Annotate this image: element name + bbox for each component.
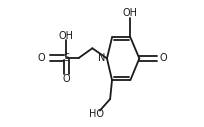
Text: S: S — [63, 53, 69, 63]
Text: O: O — [62, 74, 70, 84]
Text: OH: OH — [59, 31, 73, 41]
Text: O: O — [159, 53, 166, 63]
Text: N: N — [97, 53, 104, 63]
Text: HO: HO — [89, 109, 104, 119]
Text: OH: OH — [122, 8, 137, 18]
Text: O: O — [38, 53, 45, 63]
